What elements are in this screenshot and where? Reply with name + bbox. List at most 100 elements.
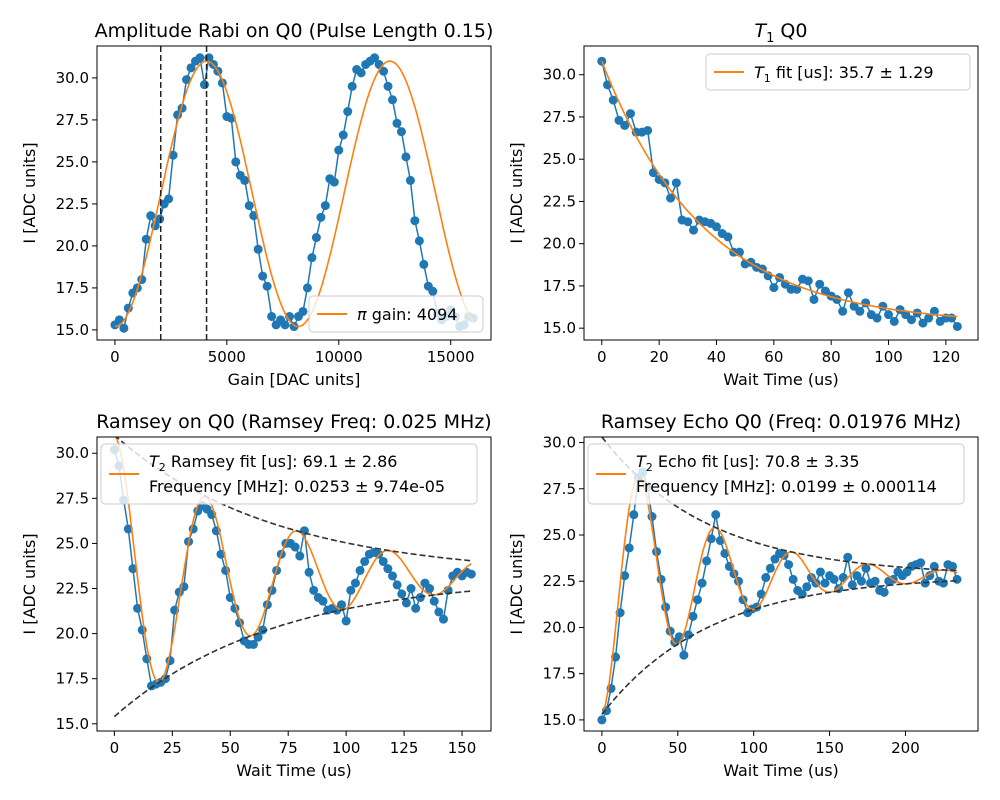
data-point xyxy=(872,313,882,323)
data-point xyxy=(847,580,857,590)
data-point xyxy=(952,321,962,331)
data-point xyxy=(195,53,205,63)
data-point xyxy=(656,574,666,584)
data-point xyxy=(298,306,308,316)
x-tick-label: 100 xyxy=(739,739,768,757)
y-tick-label: 22.5 xyxy=(56,580,89,598)
x-tick-label: 150 xyxy=(448,739,477,757)
data-point xyxy=(702,556,712,566)
data-point xyxy=(938,578,948,588)
data-point xyxy=(329,177,339,187)
data-point xyxy=(302,283,312,293)
x-tick-label: 20 xyxy=(650,348,669,366)
x-tick-label: 0 xyxy=(597,348,607,366)
y-tick-label: 25.0 xyxy=(56,534,89,552)
data-point xyxy=(379,66,389,76)
data-point xyxy=(388,95,397,105)
plot-area xyxy=(597,56,962,331)
data-point xyxy=(133,603,143,613)
data-point xyxy=(378,556,388,566)
data-point xyxy=(318,596,328,606)
data-point xyxy=(683,217,693,227)
data-point xyxy=(769,283,779,293)
data-point xyxy=(856,576,866,586)
data-point xyxy=(164,194,174,204)
x-tick-label: 150 xyxy=(815,739,844,757)
data-point xyxy=(253,244,263,254)
fit-curve xyxy=(601,60,958,318)
data-point xyxy=(343,107,353,117)
data-point xyxy=(334,145,344,155)
x-tick-label: 60 xyxy=(764,348,783,366)
data-point xyxy=(720,548,730,558)
data-point xyxy=(267,311,277,321)
data-point xyxy=(383,81,393,91)
data-point xyxy=(337,600,347,610)
data-point xyxy=(429,596,439,606)
data-point xyxy=(624,543,634,553)
x-tick-label: 0 xyxy=(597,739,607,757)
data-point xyxy=(240,175,250,185)
data-point xyxy=(666,193,676,203)
y-axis-label: I [ADC units] xyxy=(20,142,39,243)
y-tick-label: 20.0 xyxy=(543,618,576,636)
data-point xyxy=(643,125,653,135)
y-tick-label: 17.5 xyxy=(56,670,89,688)
data-point xyxy=(350,578,360,588)
data-point xyxy=(146,211,156,221)
x-tick-label: 50 xyxy=(221,739,240,757)
y-tick-label: 20.0 xyxy=(56,237,89,255)
data-point xyxy=(295,551,305,561)
y-tick-label: 17.5 xyxy=(56,279,89,297)
data-point xyxy=(815,567,825,577)
data-point xyxy=(370,53,380,63)
data-point xyxy=(253,632,263,642)
data-point xyxy=(397,589,407,599)
data-point xyxy=(182,75,192,85)
x-tick-label: 5000 xyxy=(208,348,246,366)
x-tick-label: 100 xyxy=(874,348,903,366)
decay-envelope xyxy=(113,590,472,718)
legend-label: T1 fit [us]: 35.7 ± 1.29 xyxy=(754,63,934,85)
data-point xyxy=(889,316,899,326)
data-point xyxy=(809,294,819,304)
data-point xyxy=(815,279,825,289)
x-tick-label: 15000 xyxy=(427,348,475,366)
data-point xyxy=(906,315,916,325)
data-point xyxy=(688,611,698,621)
data-point xyxy=(797,589,807,599)
data-point xyxy=(320,201,330,211)
data-point xyxy=(947,313,957,323)
data-point xyxy=(855,306,865,316)
plot-area xyxy=(109,437,476,718)
data-point xyxy=(652,547,662,557)
x-tick-label: 75 xyxy=(279,739,298,757)
chart-title: Ramsey on Q0 (Ramsey Freq: 0.025 MHz) xyxy=(96,411,491,433)
data-point xyxy=(924,313,934,323)
fit-curve xyxy=(114,60,474,328)
y-tick-label: 27.5 xyxy=(56,489,89,507)
data-point xyxy=(625,109,635,119)
data-point xyxy=(647,512,657,522)
data-point xyxy=(879,587,889,597)
data-point xyxy=(629,510,639,520)
data-point xyxy=(671,178,681,188)
data-point xyxy=(438,614,448,624)
data-series-line xyxy=(114,55,474,331)
legend-label-line2: Frequency [MHz]: 0.0199 ± 0.000114 xyxy=(636,477,937,496)
x-tick-label: 120 xyxy=(932,348,961,366)
x-tick-label: 25 xyxy=(163,739,182,757)
data-point xyxy=(119,323,129,333)
data-point xyxy=(123,524,133,534)
y-axis-label: I [ADC units] xyxy=(20,533,39,634)
y-tick-label: 22.5 xyxy=(543,572,576,590)
data-point xyxy=(244,201,254,211)
data-point xyxy=(347,81,357,91)
data-point xyxy=(434,607,444,617)
data-point xyxy=(802,582,812,592)
legend-label: T2 Echo fit [us]: 70.8 ± 3.35 xyxy=(636,452,860,474)
data-point xyxy=(884,310,894,320)
axes-frame xyxy=(583,436,979,732)
y-tick-label: 30.0 xyxy=(56,69,89,87)
